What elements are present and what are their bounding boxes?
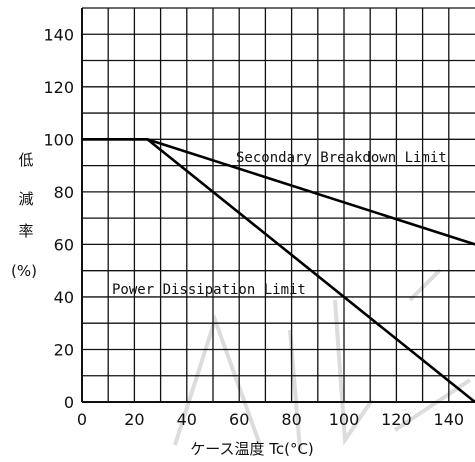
x-tick-label: 20 [124, 410, 144, 429]
x-tick-label: 100 [329, 410, 360, 429]
y-tick-label: 20 [54, 340, 74, 359]
y-tick-label: 120 [43, 78, 74, 97]
y-tick-label: 140 [43, 25, 74, 44]
x-tick-label: 60 [229, 410, 249, 429]
axes [81, 8, 475, 403]
y-axis-label: 低 減 率 (%) [11, 151, 37, 280]
series-label-power-dissipation: Power Dissipation Limit [112, 282, 306, 298]
series-line-2 [82, 138, 475, 404]
x-axis-label: ケース温度 Tc(°C) [190, 440, 314, 458]
x-tick-label: 0 [77, 410, 87, 429]
y-tick-labels: 0 20 40 60 80 100 120 140 [43, 25, 74, 412]
y-tick-label: 0 [64, 393, 74, 412]
y-tick-label: 80 [54, 183, 74, 202]
x-tick-label: 120 [381, 410, 412, 429]
y-tick-label: 60 [54, 235, 74, 254]
x-tick-labels: 0 20 40 60 80 100 120 140 [77, 410, 464, 429]
series-group [82, 138, 475, 404]
x-tick-label: 80 [281, 410, 301, 429]
y-tick-label: 40 [54, 288, 74, 307]
x-tick-label: 140 [434, 410, 465, 429]
grid [82, 7, 475, 402]
x-tick-label: 40 [177, 410, 197, 429]
y-axis-label-char-1: 低 [18, 151, 33, 169]
y-axis-label-char-3: 率 [18, 222, 33, 240]
y-axis-label-char-4: (%) [11, 262, 37, 280]
y-axis-label-char-2: 減 [18, 190, 33, 208]
y-tick-label: 100 [43, 130, 74, 149]
series-label-secondary-breakdown: Secondary Breakdown Limit [236, 150, 447, 166]
